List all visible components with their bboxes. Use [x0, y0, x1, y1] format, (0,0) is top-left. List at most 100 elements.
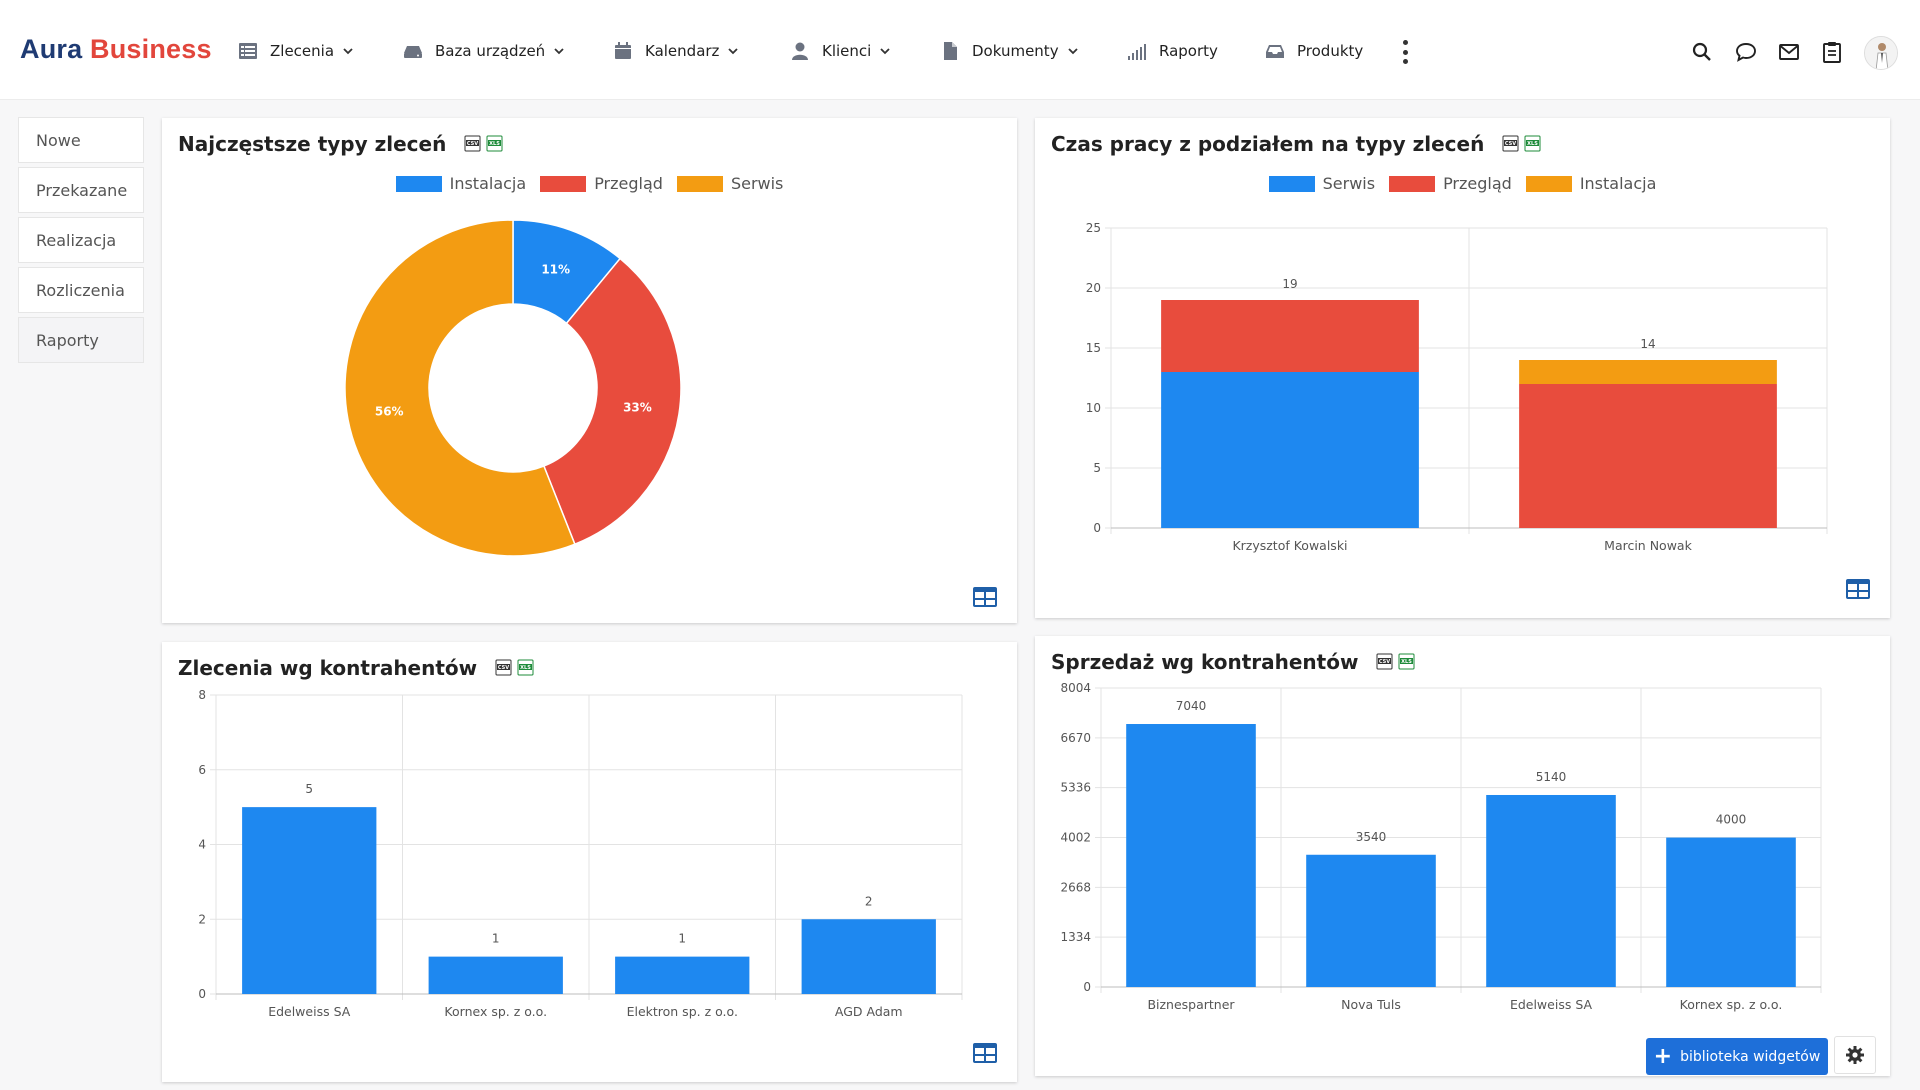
list-icon	[239, 43, 257, 59]
bar-value-label: 4000	[1716, 813, 1747, 827]
bar-value-label: 3540	[1356, 830, 1387, 844]
export-csv-icon[interactable]: CSV	[1376, 653, 1396, 671]
sidebar-item-przekazane[interactable]: Przekazane	[18, 167, 144, 213]
nav-dokumenty[interactable]: Dokumenty	[940, 38, 1079, 64]
y-tick-label: 0	[1083, 980, 1091, 994]
widget-header: Zlecenia wg kontrahentów CSV XLS	[178, 656, 537, 680]
slice-value-label: 56%	[375, 405, 404, 419]
x-tick-label: Kornex sp. z o.o.	[1680, 997, 1783, 1012]
export-xls-icon[interactable]: XLS	[1524, 135, 1544, 153]
svg-text:XLS: XLS	[1527, 141, 1538, 147]
y-tick-label: 8	[198, 688, 206, 702]
table-view-icon[interactable]	[972, 1042, 998, 1064]
signal-icon	[1128, 44, 1146, 60]
export-xls-icon[interactable]: XLS	[486, 135, 506, 153]
widget-title: Najczęstsze typy zleceń	[178, 132, 447, 156]
nav-klienci[interactable]: Klienci	[790, 38, 891, 64]
bar-value-label: 5	[305, 782, 313, 796]
plus-icon: +	[1653, 1043, 1673, 1069]
y-tick-label: 6670	[1060, 731, 1091, 745]
legend-item-przeglad[interactable]: Przegląd	[540, 174, 663, 193]
table-view-icon[interactable]	[972, 586, 998, 608]
bar	[1126, 724, 1256, 987]
app-logo[interactable]: Aura Business	[20, 34, 212, 65]
nav-kalendarz[interactable]: Kalendarz	[613, 38, 739, 64]
y-tick-label: 15	[1086, 341, 1101, 355]
widget-library-button[interactable]: + biblioteka widgetów	[1646, 1038, 1828, 1075]
bar	[1306, 854, 1436, 987]
x-tick-label: AGD Adam	[835, 1004, 903, 1019]
y-tick-label: 4002	[1060, 831, 1091, 845]
clipboard-icon[interactable]	[1820, 40, 1844, 64]
calendar-icon	[615, 42, 631, 59]
bar	[428, 956, 563, 994]
search-icon[interactable]	[1690, 40, 1714, 64]
export-csv-icon[interactable]: CSV	[1502, 135, 1522, 153]
settings-button[interactable]	[1834, 1036, 1876, 1074]
top-navbar: Aura Business Zlecenia Baza urządzeń Kal…	[0, 0, 1920, 100]
nav-produkty[interactable]: Produkty	[1265, 38, 1363, 64]
legend-item-instalacja[interactable]: Instalacja	[1525, 174, 1656, 193]
y-tick-label: 6	[198, 763, 206, 777]
y-tick-label: 20	[1086, 281, 1101, 295]
bar-value-label: 2	[865, 894, 873, 908]
widget-title: Czas pracy z podziałem na typy zleceń	[1051, 132, 1485, 156]
export-csv-icon[interactable]: CSV	[464, 135, 484, 153]
device-icon	[404, 46, 422, 58]
svg-text:XLS: XLS	[490, 141, 501, 147]
nav-baza-urzadzen[interactable]: Baza urządzeń	[403, 38, 565, 64]
bar-value-label: 7040	[1176, 699, 1207, 713]
bar-segment	[1519, 360, 1777, 384]
x-tick-label: Elektron sp. z o.o.	[627, 1004, 738, 1019]
bar-total-label: 19	[1282, 277, 1297, 291]
svg-text:CSV: CSV	[467, 141, 478, 147]
bar-chart-sales: 0 1334 2668 4002 5336 6670 8004 7040 Biznespartn…	[1060, 681, 1822, 1012]
y-tick-label: 2668	[1060, 880, 1091, 894]
nav-label: Dokumenty	[972, 42, 1059, 60]
legend-item-serwis[interactable]: Serwis	[676, 174, 783, 193]
chart-legend: Serwis Przegląd Instalacja	[1035, 174, 1890, 193]
legend-label: Przegląd	[594, 174, 663, 193]
sidebar-item-rozliczenia[interactable]: Rozliczenia	[18, 267, 144, 313]
bar-segment	[1161, 300, 1419, 372]
svg-text:CSV: CSV	[498, 665, 509, 671]
legend-item-instalacja[interactable]: Instalacja	[395, 174, 526, 193]
donut-slice	[542, 257, 682, 546]
x-tick-label: Edelweiss SA	[268, 1004, 351, 1019]
bar-value-label: 5140	[1536, 770, 1567, 784]
bar-segment	[1519, 384, 1777, 528]
y-tick-label: 4	[198, 838, 206, 852]
export-xls-icon[interactable]: XLS	[517, 659, 537, 677]
bar	[1666, 837, 1796, 987]
widget-order-types: Najczęstsze typy zleceń CSV XLS Instalac…	[162, 118, 1017, 623]
sidebar-item-realizacja[interactable]: Realizacja	[18, 217, 144, 263]
more-menu-icon[interactable]	[1398, 40, 1412, 64]
donut-slice	[512, 219, 622, 325]
x-tick-label: Biznespartner	[1147, 997, 1235, 1012]
export-xls-icon[interactable]: XLS	[1398, 653, 1418, 671]
table-view-icon[interactable]	[1845, 578, 1871, 600]
legend-label: Serwis	[1322, 174, 1376, 193]
legend-swatch	[395, 175, 442, 192]
legend-item-przeglad[interactable]: Przegląd	[1389, 174, 1512, 193]
nav-label: Raporty	[1159, 42, 1218, 60]
bar-total-label: 14	[1640, 337, 1655, 351]
y-tick-label: 1334	[1060, 930, 1091, 944]
chat-icon[interactable]	[1734, 40, 1758, 64]
sidebar-item-raporty[interactable]: Raporty	[18, 317, 144, 363]
chevron-down-icon	[880, 48, 890, 55]
nav-raporty[interactable]: Raporty	[1127, 38, 1218, 64]
x-tick-label: Marcin Nowak	[1604, 538, 1692, 553]
logo-text-aura: Aura	[20, 34, 83, 64]
legend-item-serwis[interactable]: Serwis	[1268, 174, 1376, 193]
avatar[interactable]	[1864, 36, 1898, 70]
sidebar-item-nowe[interactable]: Nowe	[18, 117, 144, 163]
widget-header: Sprzedaż wg kontrahentów CSV XLS	[1051, 650, 1418, 674]
chevron-down-icon	[728, 48, 739, 55]
nav-zlecenia[interactable]: Zlecenia	[238, 38, 354, 64]
bar	[242, 807, 377, 994]
svg-text:XLS: XLS	[520, 665, 531, 671]
mail-icon[interactable]	[1777, 40, 1801, 64]
y-tick-label: 10	[1086, 401, 1101, 415]
export-csv-icon[interactable]: CSV	[495, 659, 515, 677]
